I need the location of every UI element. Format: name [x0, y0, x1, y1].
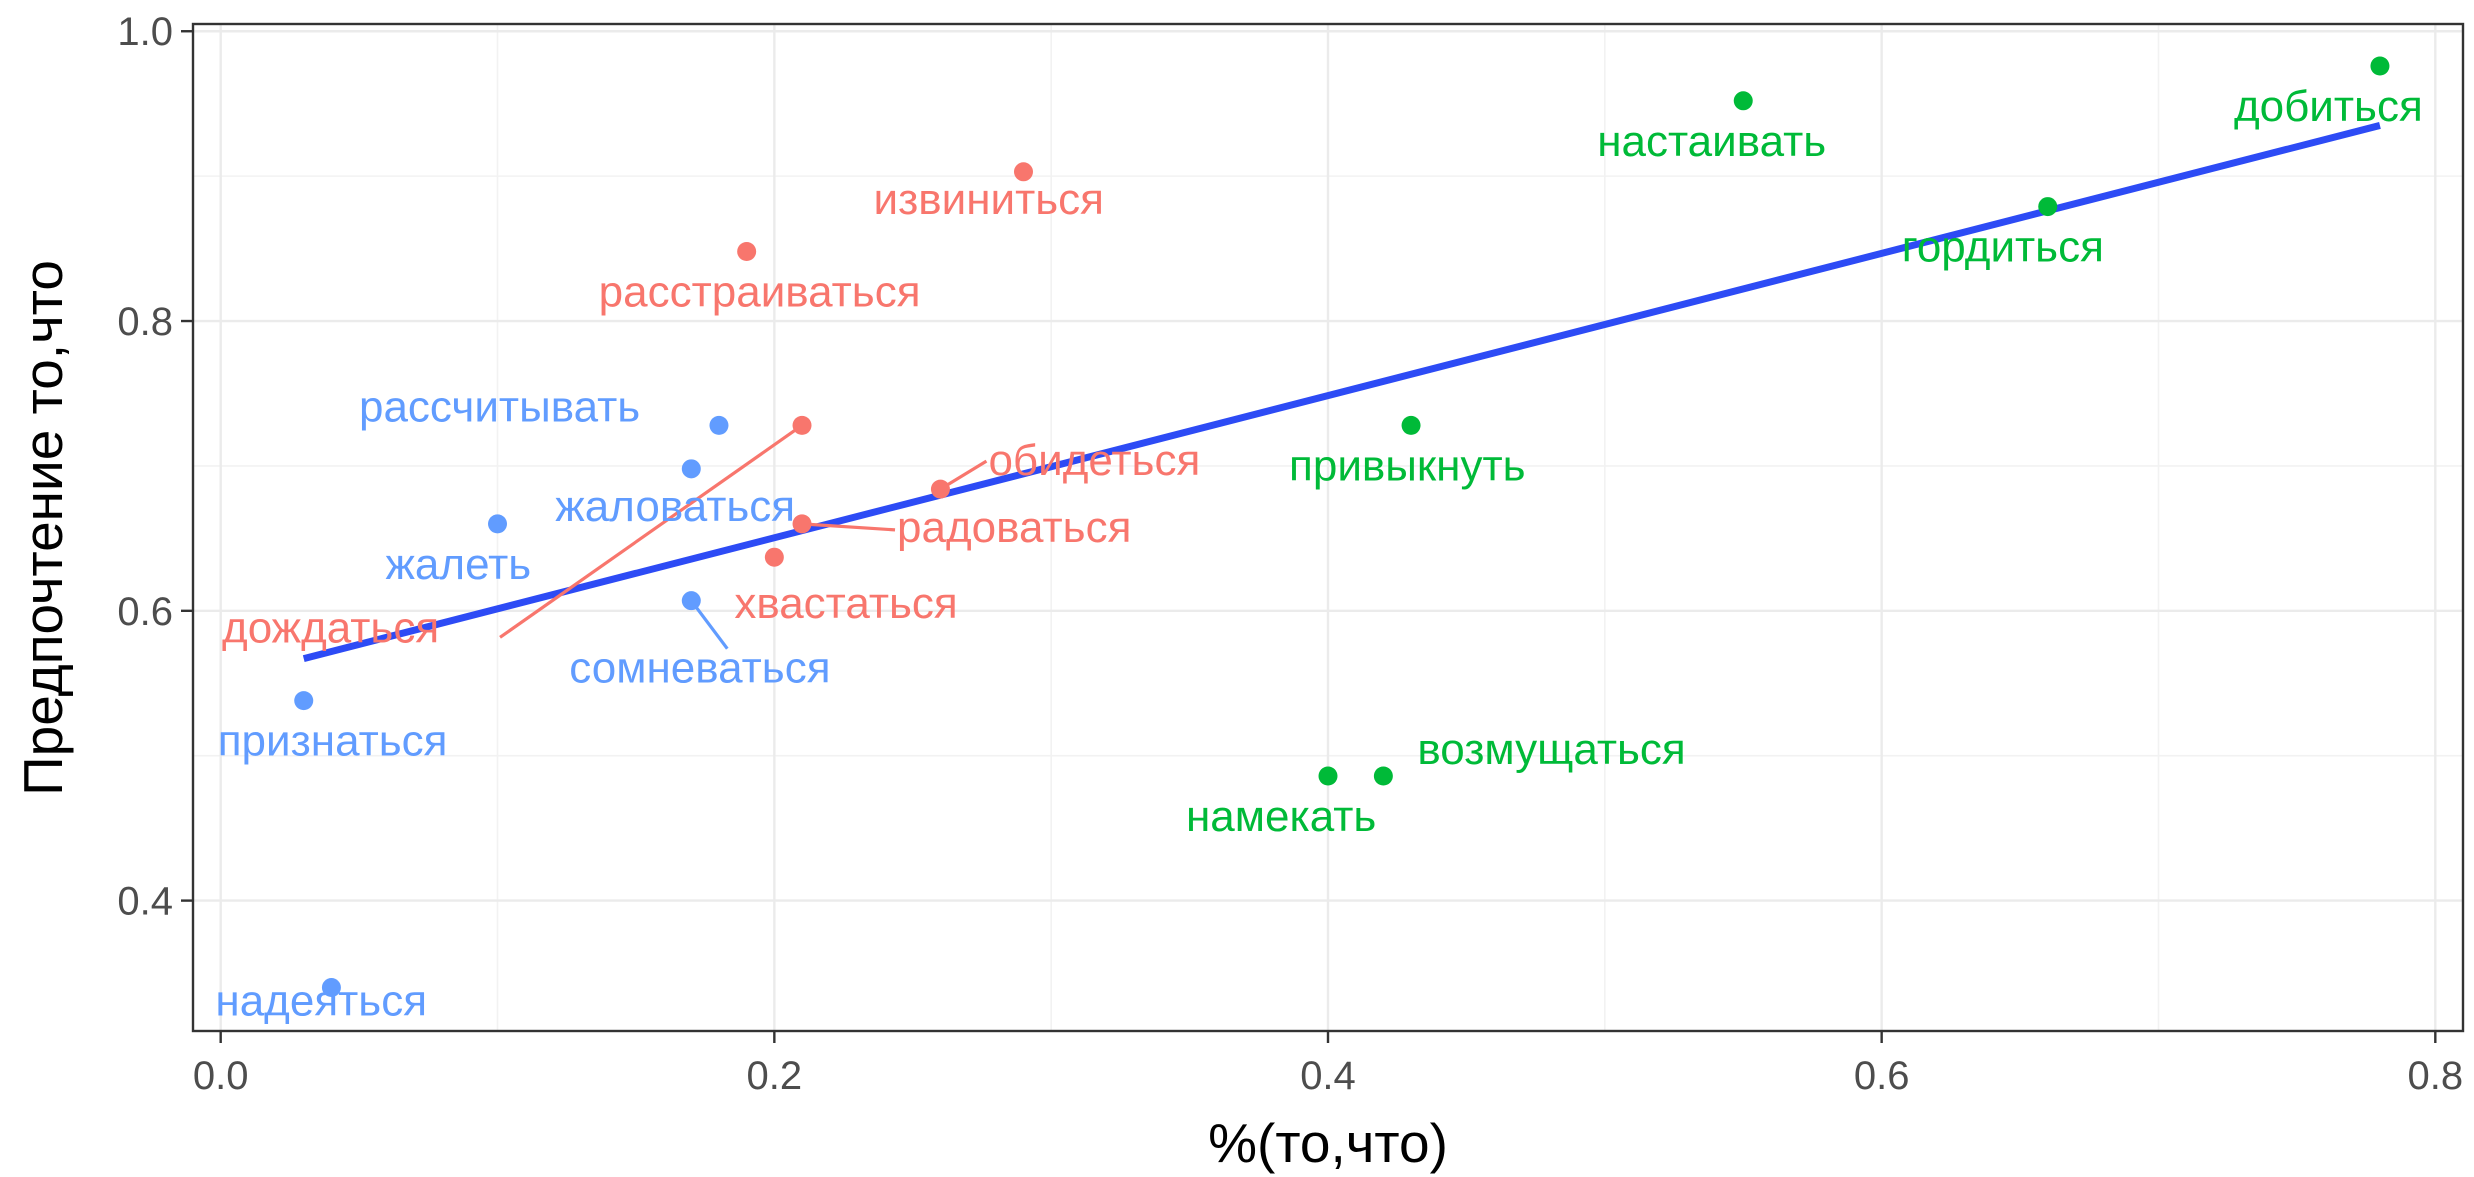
- data-point: [1733, 91, 1753, 111]
- trend-line: [302, 122, 2381, 663]
- x-axis-title: %(то,что): [1208, 1112, 1448, 1174]
- data-point: [1318, 766, 1338, 786]
- x-tick-label: 0.4: [1300, 1054, 1356, 1098]
- data-label: настаивать: [1597, 117, 1826, 166]
- data-label: расстраиваться: [599, 267, 921, 316]
- data-label: радоваться: [897, 503, 1131, 552]
- data-label: жаловаться: [555, 482, 795, 531]
- data-point: [681, 459, 701, 479]
- axis-tick-marks: [181, 30, 2437, 1043]
- data-point: [681, 591, 701, 611]
- y-tick-label: 0.6: [117, 590, 173, 634]
- x-tick-label: 0.2: [747, 1054, 803, 1098]
- x-tick-label: 0.0: [193, 1054, 249, 1098]
- data-point: [709, 415, 729, 435]
- data-point: [792, 415, 812, 435]
- data-point: [1373, 766, 1393, 786]
- y-axis-title: Предпочтение то,что: [12, 260, 74, 796]
- data-label: признаться: [218, 717, 448, 766]
- data-point: [1401, 415, 1421, 435]
- y-tick-label: 1.0: [117, 10, 173, 54]
- x-tick-label: 0.6: [1854, 1054, 1910, 1098]
- y-tick-label: 0.4: [117, 880, 173, 924]
- data-label: сомневаться: [569, 644, 830, 693]
- data-label: извиниться: [873, 175, 1103, 224]
- data-label: надеяться: [215, 977, 427, 1026]
- data-label: намекать: [1186, 792, 1376, 841]
- x-tick-label: 0.8: [2408, 1054, 2464, 1098]
- label-leader-line: [499, 424, 803, 639]
- data-label: возмущаться: [1417, 725, 1685, 774]
- x-axis-tick-labels: 0.0 0.2 0.4 0.6 0.8: [193, 1054, 2463, 1098]
- data-label: хвастаться: [734, 579, 957, 628]
- label-leader-line: [801, 522, 896, 532]
- data-point: [792, 514, 812, 534]
- data-label: привыкнуть: [1289, 441, 1526, 490]
- data-point: [737, 241, 757, 261]
- data-label: гордиться: [1902, 223, 2104, 272]
- trend-line-layer: [302, 122, 2381, 663]
- data-point: [1013, 162, 1033, 182]
- data-label: дождаться: [222, 603, 439, 652]
- data-points: [294, 56, 2390, 998]
- data-point: [488, 514, 508, 534]
- data-label: рассчитывать: [359, 382, 640, 431]
- label-leader-line: [690, 599, 729, 650]
- data-point: [764, 547, 784, 567]
- data-point: [294, 691, 314, 711]
- data-labels: извиниться расстраиваться дождаться обидеть…: [215, 82, 2422, 1026]
- data-label: жалеть: [386, 540, 532, 589]
- data-point: [2370, 56, 2390, 76]
- y-tick-label: 0.8: [117, 300, 173, 344]
- data-label: добиться: [2234, 82, 2423, 131]
- major-gridlines: [193, 24, 2463, 1031]
- data-point: [930, 479, 950, 499]
- data-point: [321, 978, 341, 998]
- data-point: [2038, 197, 2058, 217]
- y-axis-tick-labels: 0.4 0.6 0.8 1.0: [117, 10, 173, 923]
- data-label: обидеться: [988, 436, 1200, 485]
